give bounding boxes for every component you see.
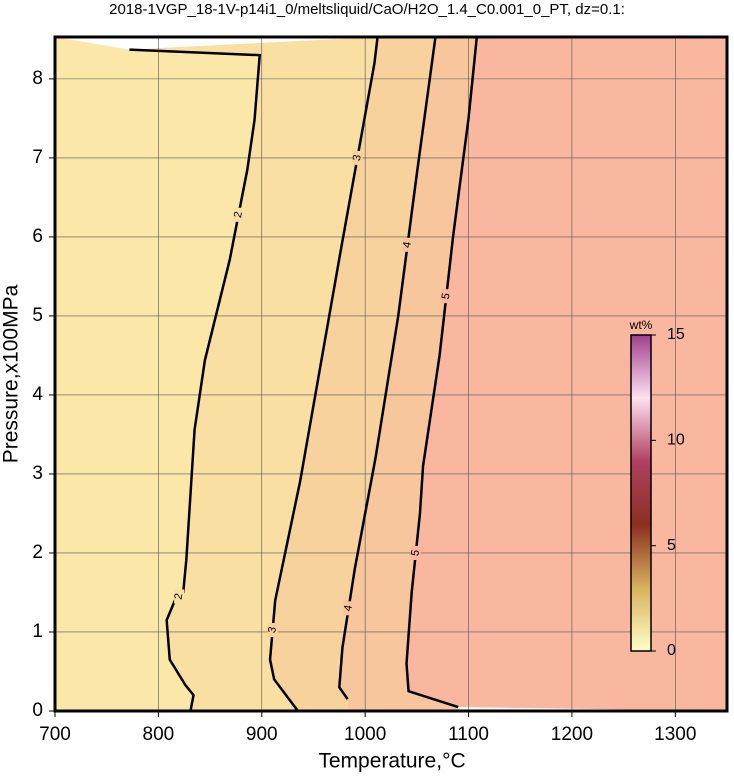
- contour-label: 4: [342, 604, 355, 612]
- contour-fill: [270, 37, 436, 711]
- colorbar-label: wt%: [629, 318, 653, 332]
- contour-label: 2: [232, 211, 245, 219]
- contour-label-bg: [233, 207, 244, 222]
- contour-line: [405, 37, 479, 709]
- y-axis-label: Pressure,x100MPa: [0, 284, 23, 463]
- y-tick-label: 0: [32, 700, 43, 721]
- contour-label-bg: [441, 289, 452, 304]
- contour-label: 5: [409, 549, 422, 557]
- chart-title: 2018-1VGP_18-1V-p14i1_0/meltsliquid/CaO/…: [109, 1, 625, 18]
- y-tick-label: 8: [32, 68, 43, 89]
- y-tick-label: 5: [32, 305, 43, 326]
- contour-label-bg: [352, 150, 363, 165]
- colorbar: [630, 334, 652, 652]
- y-tick-label: 7: [32, 147, 43, 168]
- contour-label-bg: [402, 237, 413, 252]
- x-tick-label: 900: [246, 724, 278, 745]
- x-axis-label: Temperature,°C: [318, 750, 465, 773]
- y-tick-label: 3: [32, 463, 43, 484]
- y-tick-label: 1: [32, 621, 43, 642]
- contour-label-bg: [343, 601, 354, 616]
- x-tick-label: 1100: [448, 724, 489, 745]
- colorbar-tick-label: 5: [667, 537, 676, 554]
- contour-label-bg: [174, 589, 185, 604]
- contour-line: [129, 48, 262, 711]
- contour-label: 2: [173, 592, 186, 600]
- contour-label-bg: [267, 623, 278, 638]
- colorbar-tick-label: 0: [667, 642, 676, 659]
- contour-label-bg: [410, 545, 421, 560]
- contour-label: 4: [401, 241, 414, 249]
- x-tick-label: 1000: [344, 724, 386, 745]
- y-tick-label: 6: [32, 226, 43, 247]
- contour-label: 3: [266, 626, 279, 634]
- plot-area: 2 2 3 3 4 4 5 5: [55, 37, 727, 711]
- x-tick-label: 1300: [654, 724, 696, 745]
- contour-line: [338, 37, 437, 700]
- contour-fill: [129, 37, 378, 711]
- contour-fill: [339, 37, 477, 711]
- y-tick-label: 2: [32, 542, 43, 563]
- contour-label: 5: [440, 292, 453, 300]
- plot-frame: [53, 35, 729, 713]
- colorbar-tick-label: 10: [667, 432, 685, 449]
- colorbar-tick-label: 15: [667, 326, 685, 343]
- x-tick-label: 800: [143, 724, 175, 745]
- x-tick-label: 700: [39, 724, 71, 745]
- contour-line: [268, 37, 379, 711]
- contour-label: 3: [351, 154, 364, 162]
- y-tick-label: 4: [32, 384, 43, 405]
- contour-fill: [55, 37, 260, 711]
- x-tick-label: 1200: [551, 724, 593, 745]
